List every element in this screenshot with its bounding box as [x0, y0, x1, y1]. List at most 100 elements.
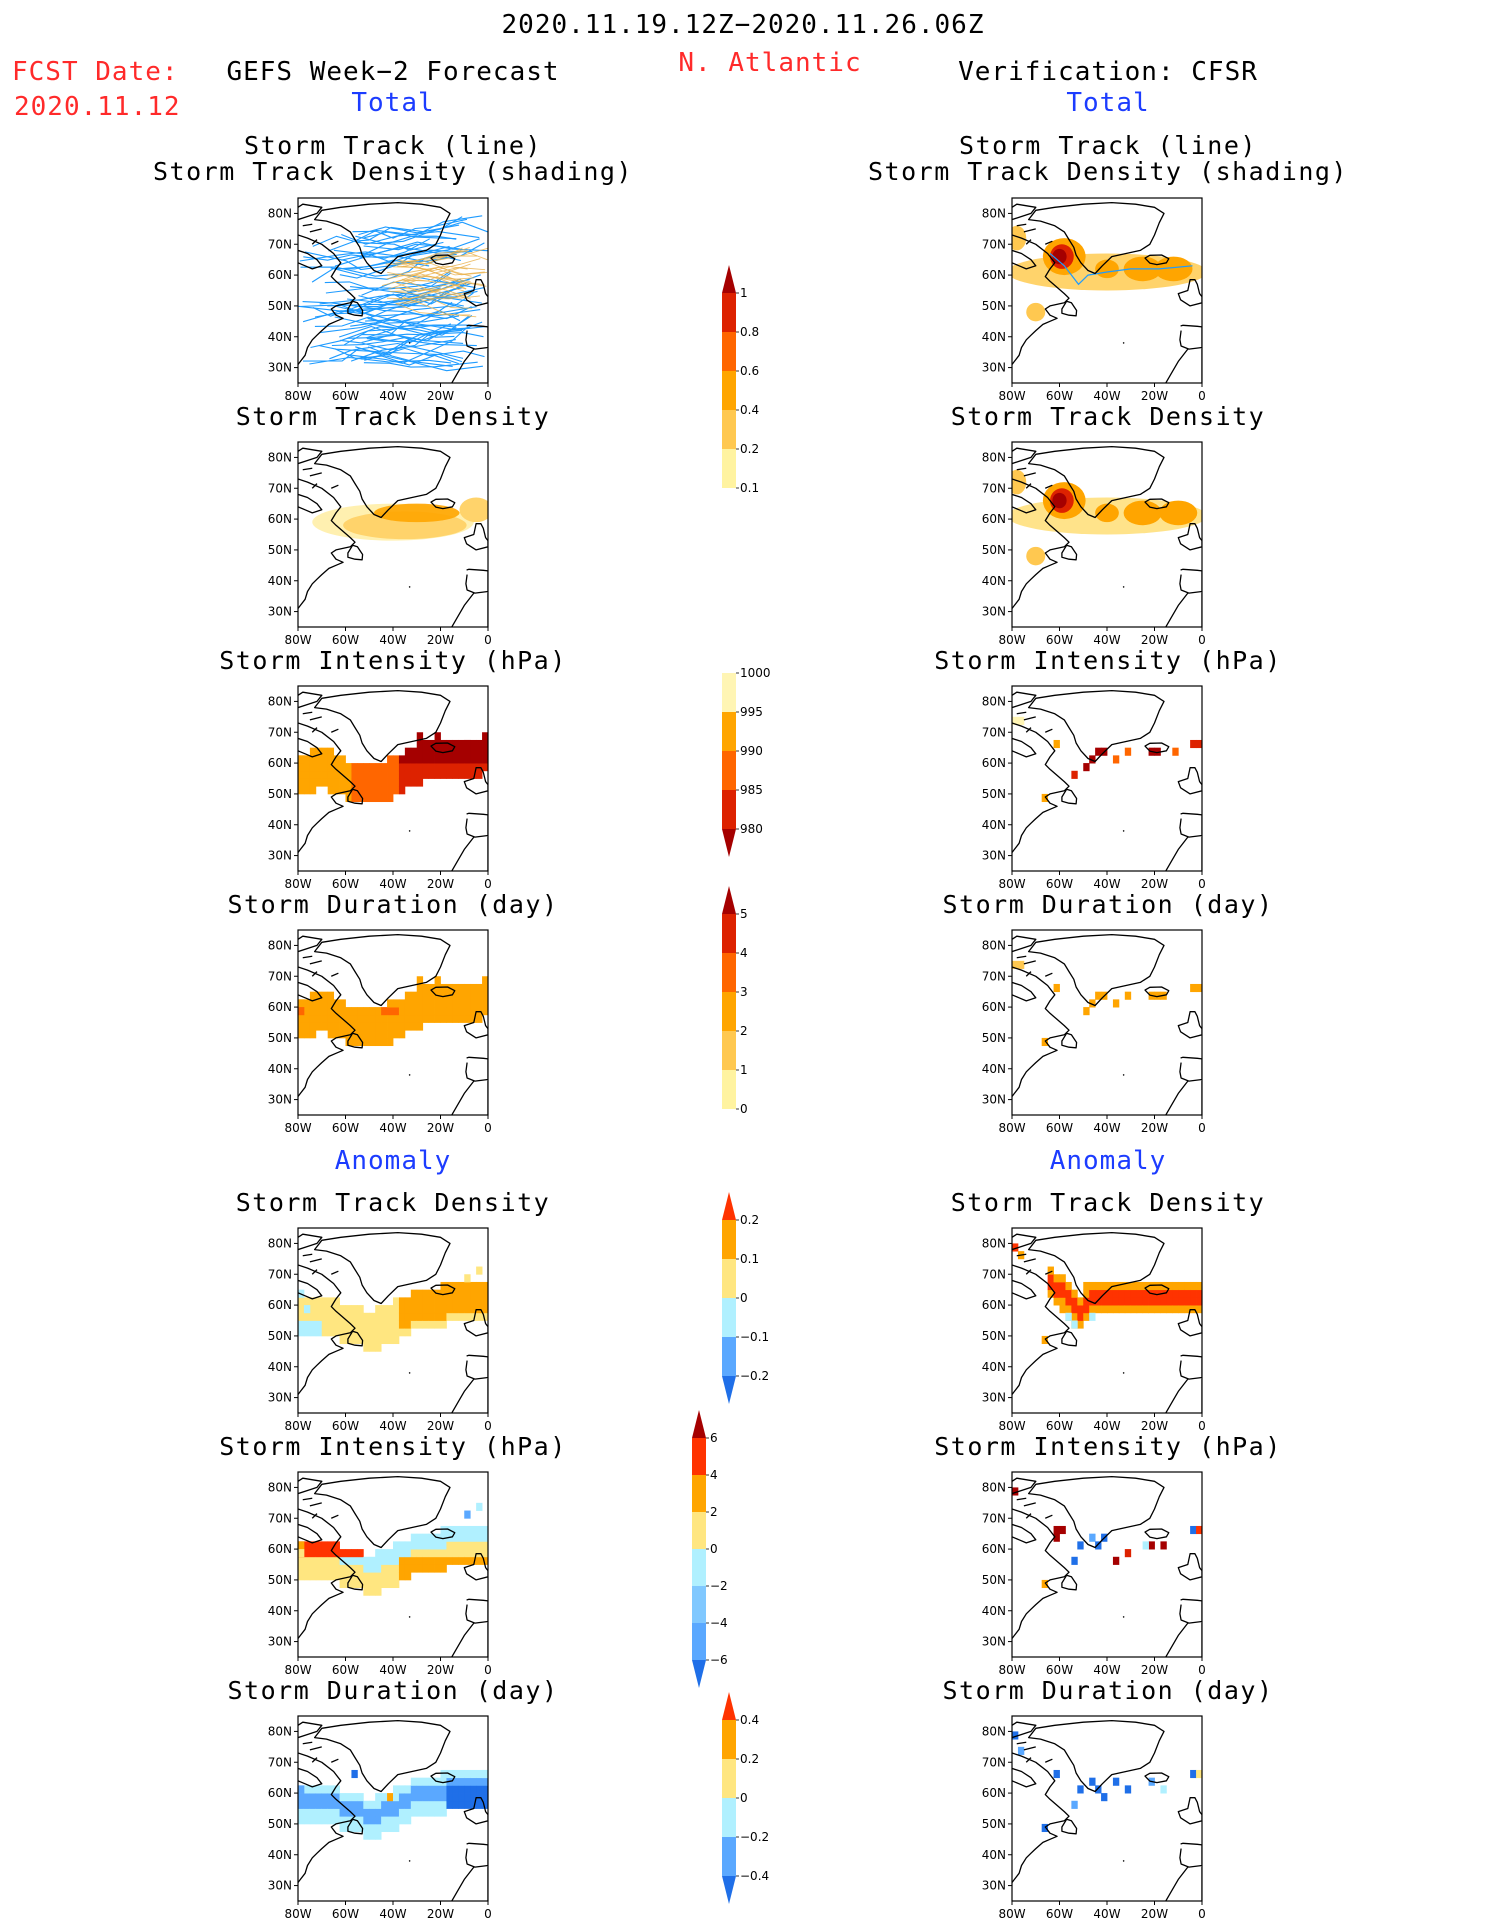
grid-cell	[1112, 755, 1120, 764]
grid-cell	[303, 999, 311, 1008]
grid-cell	[303, 1007, 311, 1016]
grid-cell	[1154, 1289, 1161, 1298]
grid-cell	[1107, 1297, 1114, 1306]
lat-label: 50N	[268, 543, 292, 557]
grid-cell	[476, 1289, 483, 1298]
storm-track-line	[340, 242, 485, 265]
density-blob	[374, 503, 460, 523]
grid-cell	[422, 1800, 430, 1809]
africa-coast	[1165, 592, 1202, 627]
grid-cell	[369, 1328, 376, 1337]
grid-cell	[434, 1541, 441, 1550]
azores-dot	[408, 1860, 411, 1862]
greenland-coast	[1027, 201, 1165, 275]
lon-label: 20W	[427, 877, 454, 891]
island-coast	[330, 484, 339, 489]
iberia-coast	[1179, 324, 1202, 350]
storm-track-line	[350, 339, 456, 362]
grid-cell	[303, 1816, 311, 1825]
grid-cell	[327, 1808, 335, 1817]
north-america-coast	[298, 966, 356, 1097]
grid-cell	[298, 1320, 305, 1329]
grid-cell	[357, 1800, 364, 1809]
lat-label: 50N	[268, 299, 292, 313]
left-intensity-title: Storm Intensity (hPa)	[219, 646, 567, 675]
grid-cell	[452, 1014, 459, 1023]
grid-cell	[422, 1007, 430, 1016]
iceland-coast	[1144, 1528, 1170, 1540]
grid-cell	[321, 778, 329, 787]
grid-cell	[458, 1556, 465, 1565]
grid-cell	[434, 1785, 441, 1794]
grid-cell	[422, 1297, 430, 1306]
island-coast	[309, 472, 322, 477]
grid-cell	[369, 1579, 376, 1589]
fcst-date-value: 2020.11.12	[14, 92, 181, 122]
storm-track-line	[340, 272, 452, 315]
island-coast	[1025, 727, 1032, 733]
grid-cell	[315, 1541, 323, 1550]
grid-cell	[440, 1769, 447, 1779]
colorbar-segment	[722, 1298, 736, 1337]
grid-cell	[387, 1037, 394, 1047]
grid-cell	[1083, 1312, 1090, 1321]
storm-track-line	[403, 299, 473, 309]
grid-cell	[1118, 1297, 1126, 1306]
fcst-date-label: FCST Date:	[12, 57, 179, 87]
iceland-coast	[1144, 1772, 1170, 1784]
grid-cell	[464, 1274, 471, 1283]
grid-cell	[428, 1014, 435, 1023]
grid-cell	[1172, 1281, 1179, 1291]
grid-cell	[357, 1037, 364, 1047]
grid-cell	[393, 1785, 400, 1794]
newfoundland-coast	[347, 1574, 364, 1591]
grid-cell	[309, 763, 317, 772]
grid-cell	[339, 786, 346, 795]
iberia-coast	[465, 1598, 488, 1624]
grid-cell	[458, 1007, 465, 1016]
greenland-coast	[313, 201, 451, 275]
storm-track-line	[367, 297, 464, 320]
newfoundland-coast	[347, 544, 364, 561]
grid-cell	[404, 1312, 412, 1321]
grid-cell	[398, 1808, 406, 1817]
island-coast	[311, 1269, 318, 1275]
grid-cell	[482, 763, 488, 772]
lat-label: 80N	[268, 1236, 292, 1250]
grid-cell	[470, 1777, 477, 1786]
grid-cell	[452, 763, 459, 772]
grid-cell	[369, 1014, 376, 1023]
lat-label: 40N	[268, 330, 292, 344]
gefs-track-map: 80N 70N 60N 50N 40N 30N 80W 60W 40W 20W 0	[268, 197, 492, 403]
grid-cell	[1172, 1289, 1179, 1298]
grid-cell	[298, 1793, 305, 1802]
colorbar-segment	[722, 1798, 736, 1837]
british-isles-coast	[1177, 523, 1202, 551]
grid-cell	[1190, 739, 1197, 749]
grid-cell	[1053, 1289, 1060, 1298]
lat-label: 50N	[268, 787, 292, 801]
cfsr-intensity-map: 80N 70N 60N 50N 40N 30N 80W 60W 40W 20W 0	[982, 685, 1206, 891]
grid-cell	[458, 1800, 465, 1809]
grid-cell	[1053, 1533, 1060, 1542]
grid-cell	[339, 1328, 346, 1337]
grid-cell	[410, 1320, 418, 1329]
grid-cell	[1071, 1305, 1078, 1314]
grid-cell	[404, 770, 412, 779]
grid-cell	[398, 1785, 406, 1794]
grid-cell	[363, 1579, 370, 1589]
grid-cell	[321, 1312, 329, 1321]
density-colorbar-svg: 10.80.60.40.20.1	[722, 265, 759, 516]
grid-cell	[422, 747, 430, 756]
cfsr-anom-intensity-map: 80N 70N 60N 50N 40N 30N 80W 60W 40W 20W 0	[982, 1471, 1206, 1677]
grid-cell	[345, 1579, 352, 1589]
grid-cell	[333, 999, 340, 1008]
grid-cell	[1077, 1541, 1084, 1550]
grid-cell	[476, 1297, 483, 1306]
grid-cell	[333, 778, 340, 787]
grid-cell	[321, 770, 329, 779]
baffin-coast	[298, 1523, 323, 1544]
lat-label: 70N	[268, 1511, 292, 1525]
grid-cell	[309, 1305, 317, 1314]
